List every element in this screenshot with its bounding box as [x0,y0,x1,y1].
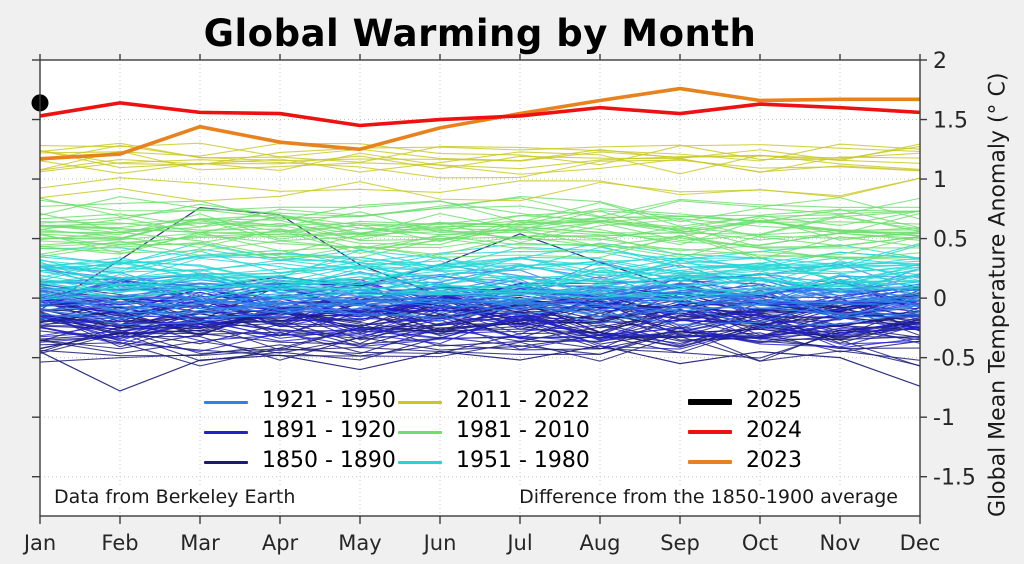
year-line [39,323,921,354]
x-tick-label: Jun [422,531,457,555]
year-line [39,261,921,290]
x-tick-label: Feb [101,531,138,555]
y-tick-label: 0.5 [933,228,968,253]
year-line [39,215,921,242]
year-line [39,229,921,255]
year-line [39,294,921,315]
annotation-data-source: Data from Berkeley Earth [50,486,300,508]
x-tick-label: Sep [660,531,700,555]
chart-title: Global Warming by Month [203,12,757,55]
year-line [39,273,921,299]
year-line [39,197,921,227]
year-line [39,289,921,323]
year-line [39,224,921,248]
year-line [39,264,921,293]
series-2023-line [39,86,920,161]
year-line [39,326,921,367]
x-tick-label: Jan [22,531,56,555]
x-tick-label: Mar [180,531,220,555]
year-line [39,234,921,261]
y-axis-title: Global Mean Temperature Anomaly (° C) [985,72,1011,518]
year-line [39,263,921,291]
year-line [39,234,921,260]
plot-spines [39,59,921,517]
year-line [39,269,921,304]
year-line [39,327,921,362]
year-line [39,250,921,274]
year-line [39,256,921,285]
year-line [39,328,921,361]
year-line [39,149,921,173]
y-tick-label: 2 [933,49,947,74]
series-2024-line [39,101,921,128]
year-line [39,320,921,353]
x-tick-label: Apr [262,531,299,555]
x-tick-label: May [338,531,381,555]
y-tick-label: -1.5 [933,466,976,491]
y-tick-label: 0 [933,287,947,312]
year-line [39,231,921,258]
year-line [39,232,921,259]
y-tick-label: -0.5 [933,347,976,372]
year-line [39,159,921,179]
year-line [39,307,921,340]
year-line [39,197,921,223]
year-line [39,241,921,269]
notable-year-line [39,345,921,392]
year-line [39,242,921,267]
x-tick-label: Jul [505,531,532,555]
year-line [39,315,921,351]
x-tick-label: Oct [742,531,778,555]
year-line [39,228,921,251]
year-line [39,219,921,246]
annotation-baseline-note: Difference from the 1850-1900 average [515,486,902,508]
year-line [39,295,921,328]
year-line [39,271,921,304]
year-line [39,152,921,175]
year-line [39,264,921,293]
year-line [39,278,921,313]
x-tick-label: Dec [900,531,941,555]
year-line [39,250,921,272]
year-line [39,290,921,312]
y-tick-label: 1 [933,168,947,193]
year-line [39,290,921,316]
y-tick-label: -1 [933,406,955,431]
year-line [39,309,921,342]
year-line [39,309,921,343]
year-line [39,142,921,162]
year-line [39,142,921,166]
year-line [39,246,921,275]
year-line [39,287,921,318]
year-line [39,300,921,325]
year-line [39,213,921,241]
x-tick-label: Nov [820,531,861,555]
year-line [39,210,921,236]
y-tick-label: 1.5 [933,109,968,134]
year-line [39,177,921,202]
x-tick-label: Aug [579,531,620,555]
